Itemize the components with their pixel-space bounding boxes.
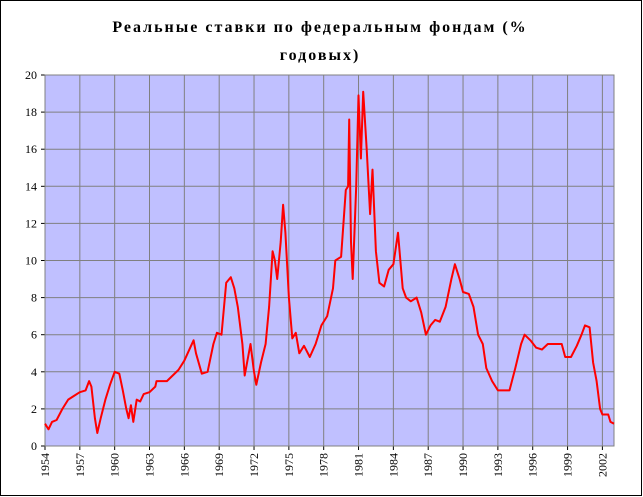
x-tick-label: 1981 [352,453,366,477]
y-tick-label: 6 [31,328,37,342]
y-tick-label: 8 [31,291,37,305]
x-tick-label: 1954 [38,453,52,477]
x-tick-label: 1975 [282,453,296,477]
x-tick-label: 1996 [526,453,540,477]
x-tick-label: 1984 [386,453,400,477]
plot-border [44,74,615,447]
x-tick-label: 1972 [247,453,261,477]
chart-title: Реальные ставки по федеральным фондам (%… [112,19,528,64]
x-tick-label: 1999 [561,453,575,477]
x-tick-label: 1963 [143,453,157,477]
x-tick-label: 1966 [177,453,191,477]
y-tick-label: 0 [31,439,37,453]
x-tick-label: 2002 [595,453,609,477]
data-line [44,90,615,434]
x-tick-label: 1987 [421,453,435,477]
y-tick-label: 12 [25,216,37,230]
y-tick-label: 18 [25,105,37,119]
x-tick-label: 1978 [317,453,331,477]
x-tick-label: 1993 [491,453,505,477]
x-tick-label: 1969 [212,453,226,477]
y-tick-label: 20 [25,68,37,82]
x-tick-label: 1957 [73,453,87,477]
y-tick-label: 2 [31,402,37,416]
y-tick-label: 16 [25,142,37,156]
y-tick-label: 14 [25,179,37,193]
y-tick-label: 4 [31,365,37,379]
x-tick-label: 1990 [456,453,470,477]
y-tick-label: 10 [25,254,37,268]
x-tick-label: 1960 [108,453,122,477]
